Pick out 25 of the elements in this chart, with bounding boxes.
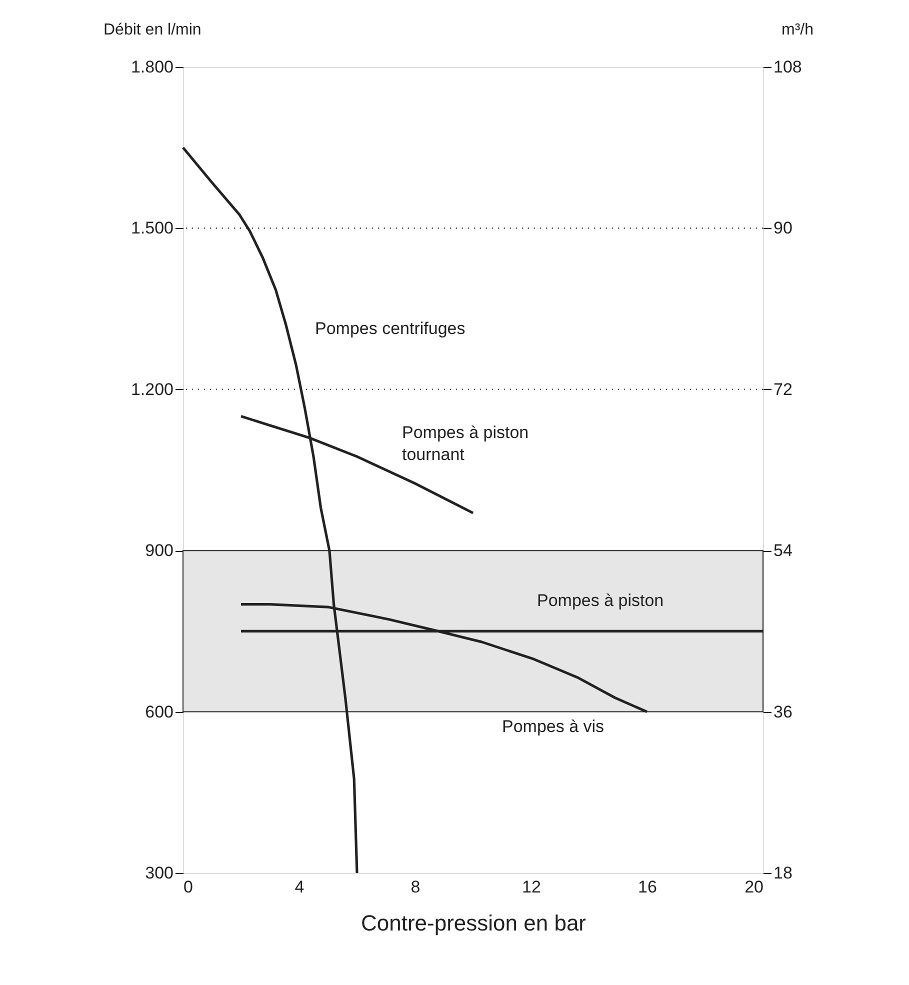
y-axis-title: Débit en l/min — [104, 22, 202, 38]
x-tick-label: 16 — [638, 878, 657, 896]
y-tick-label: 600 — [145, 702, 174, 722]
y-tick-label: 900 — [145, 541, 174, 560]
y2-tick-label: 90 — [774, 218, 792, 238]
y-tick-label: 1.800 — [130, 58, 174, 76]
x-tick-label: 8 — [410, 878, 420, 896]
series-label: Pompes à piston tournant — [402, 423, 529, 464]
y2-tick-label: 72 — [774, 380, 792, 399]
y2-axis-title: m³/h — [782, 22, 814, 38]
x-tick-label: 0 — [184, 878, 193, 896]
x-axis-title: Contre-pression en bar — [360, 910, 586, 936]
series-label: Pompes à vis — [502, 717, 604, 736]
y-tick-label: 300 — [145, 864, 174, 882]
x-tick-label: 12 — [522, 878, 541, 896]
y-tick-label: 1.200 — [130, 380, 174, 399]
y2-tick-label: 36 — [774, 702, 792, 722]
x-tick-label: 4 — [294, 878, 304, 896]
series-label: Pompes centrifuges — [315, 319, 466, 338]
y2-tick-label: 108 — [774, 58, 802, 76]
y-tick-label: 1.500 — [130, 218, 174, 238]
y2-tick-label: 54 — [774, 541, 792, 560]
y2-tick-label: 18 — [774, 864, 792, 882]
series-label: Pompes à piston — [537, 591, 664, 610]
x-tick-label: 20 — [744, 878, 764, 896]
